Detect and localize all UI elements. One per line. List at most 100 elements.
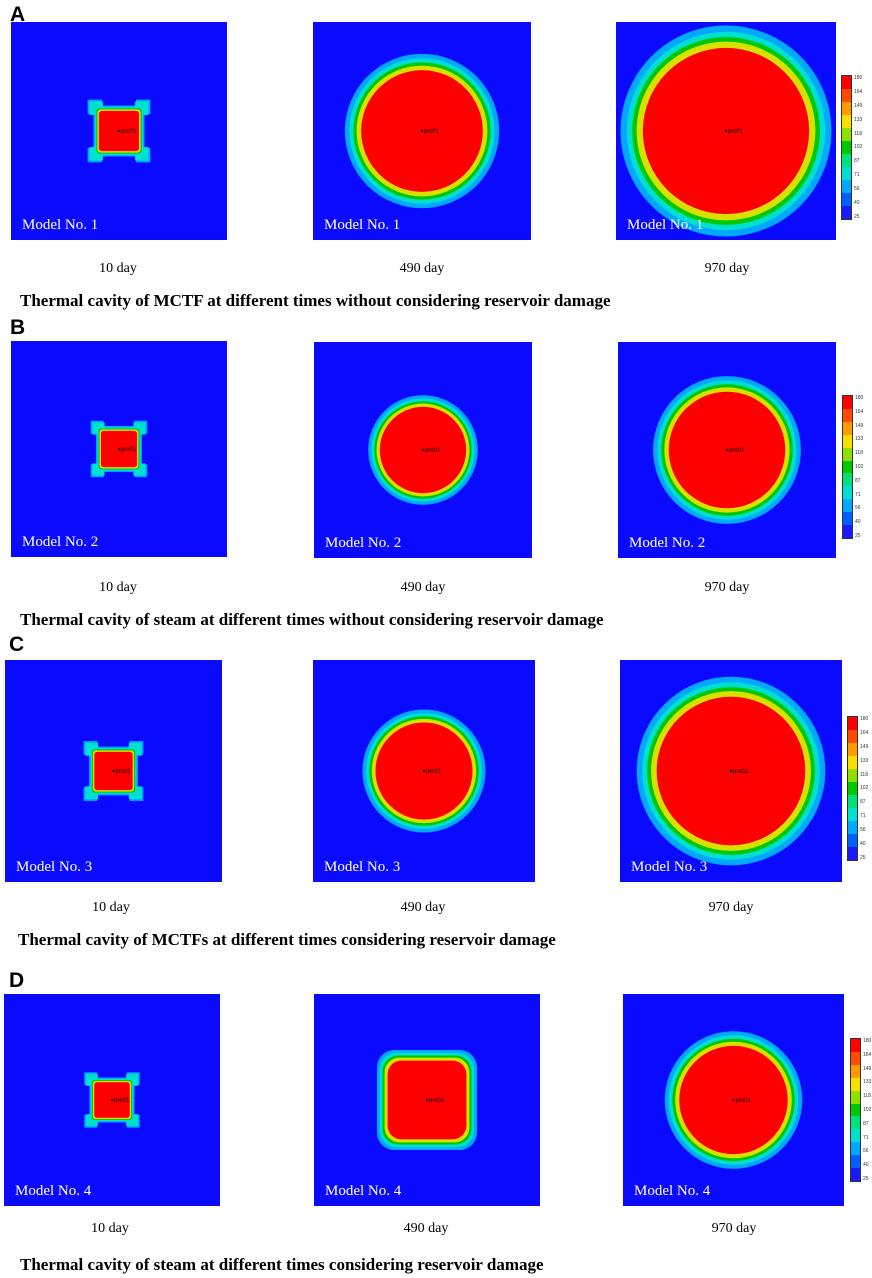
temperature-field-plot: pro01 Model No. 3 <box>313 660 535 882</box>
colorbar-tick-label: 102 <box>854 144 863 151</box>
colorbar-swatch <box>848 730 857 743</box>
temperature-colorbar: 180 164 149 133 118 102 87 71 56 40 25 <box>842 395 872 539</box>
colorbar-swatch <box>843 396 852 409</box>
well-label: pro01 <box>424 129 440 135</box>
colorbar-tick-label: 149 <box>854 102 863 109</box>
colorbar-tick-label: 71 <box>860 813 866 820</box>
model-label: Model No. 2 <box>629 535 706 551</box>
colorbar-tick-label: 87 <box>860 799 866 806</box>
well-marker <box>725 448 729 452</box>
colorbar-swatch <box>842 128 851 141</box>
well-label: pro01 <box>733 769 749 775</box>
model-label: Model No. 1 <box>22 217 99 233</box>
well-marker <box>421 448 425 452</box>
colorbar-tick-label: 118 <box>860 771 868 778</box>
colorbar-tick-label: 40 <box>854 200 860 207</box>
cavity-graphic: pro01 <box>664 1031 803 1169</box>
colorbar-swatch <box>842 141 851 154</box>
colorbar-swatch <box>843 525 852 538</box>
colorbar-tick-label: 164 <box>855 408 864 415</box>
colorbar-tick-label: 180 <box>855 395 864 401</box>
well-label: pro01 <box>736 1098 752 1104</box>
panel-caption: Thermal cavity of steam at different tim… <box>20 610 604 629</box>
time-label: 490 day <box>400 580 446 595</box>
panel-caption: Thermal cavity of MCTF at different time… <box>20 291 611 310</box>
well-marker <box>112 769 115 773</box>
colorbar-swatch <box>843 447 852 461</box>
colorbar-swatch <box>848 769 857 782</box>
well-label: pro01 <box>116 769 132 775</box>
time-label: 970 day <box>711 1221 757 1236</box>
colorbar-tick-label: 118 <box>855 450 863 457</box>
colorbar-tick-label: 87 <box>863 1120 869 1127</box>
cavity-graphic: pro01 <box>344 53 500 209</box>
well-marker <box>732 1098 735 1102</box>
colorbar-tick-label: 118 <box>863 1093 871 1100</box>
colorbar-tick-label: 56 <box>855 505 861 512</box>
colorbar-tick-label: 102 <box>863 1106 872 1113</box>
cavity-graphic: pro01 <box>653 376 801 524</box>
temperature-field-plot: pro01 Model No. 1 <box>616 22 836 240</box>
colorbar-swatch <box>848 756 857 769</box>
colorbar-tick-label: 87 <box>854 158 860 165</box>
colorbar-tick-label: 149 <box>855 422 864 429</box>
colorbar-swatch <box>848 717 857 730</box>
colorbar-swatch <box>848 743 857 756</box>
colorbar-ticks: 180 164 149 133 118 102 87 71 56 40 25 <box>855 395 872 539</box>
model-label: Model No. 1 <box>627 217 704 233</box>
colorbar-swatch <box>843 421 852 435</box>
cavity-graphic: pro01 <box>83 741 144 801</box>
colorbar-tick-label: 164 <box>860 729 869 736</box>
colorbar-swatch <box>848 795 857 808</box>
colorbar-swatch <box>848 847 857 860</box>
colorbar-swatch <box>843 473 852 487</box>
colorbar-tick-label: 149 <box>863 1065 872 1072</box>
colorbar-tick-label: 164 <box>863 1051 872 1058</box>
colorbar-swatches <box>842 395 853 539</box>
colorbar-tick-label: 56 <box>863 1148 869 1155</box>
colorbar-swatch <box>843 512 852 526</box>
model-label: Model No. 4 <box>325 1183 402 1199</box>
panel-letter-d: D <box>9 969 25 992</box>
well-marker <box>724 129 728 133</box>
time-label: 10 day <box>91 1221 129 1236</box>
colorbar-swatch <box>842 206 851 219</box>
colorbar-swatch <box>842 180 851 193</box>
colorbar-tick-label: 40 <box>863 1162 869 1169</box>
colorbar-swatches <box>850 1038 861 1182</box>
colorbar-tick-label: 40 <box>860 841 866 848</box>
temperature-colorbar: 180 164 149 133 118 102 87 71 56 40 25 <box>850 1038 872 1182</box>
model-label: Model No. 4 <box>15 1183 92 1199</box>
cavity-graphic: pro01 <box>84 1072 140 1128</box>
time-label: 490 day <box>403 1221 449 1236</box>
temperature-field-plot: pro01 Model No. 4 <box>623 994 844 1206</box>
model-label: Model No. 1 <box>324 217 401 233</box>
colorbar-swatch <box>843 499 852 513</box>
colorbar-swatch <box>843 408 852 422</box>
well-label: pro01 <box>728 129 744 135</box>
colorbar-tick-label: 133 <box>854 116 863 123</box>
colorbar-tick-label: 133 <box>855 436 864 443</box>
colorbar-tick-label: 102 <box>855 463 864 470</box>
colorbar-swatch <box>851 1064 860 1078</box>
colorbar-tick-label: 25 <box>860 854 866 861</box>
time-label: 970 day <box>704 261 750 276</box>
temperature-field-plot: pro01 Model No. 2 <box>11 341 227 557</box>
colorbar-swatch <box>848 808 857 821</box>
colorbar-tick-label: 56 <box>854 186 860 193</box>
cavity-graphic: pro01 <box>620 25 832 237</box>
colorbar-tick-label: 133 <box>863 1079 872 1086</box>
colorbar-swatch <box>851 1129 860 1143</box>
well-marker <box>420 129 424 133</box>
model-label: Model No. 3 <box>324 859 401 875</box>
time-label: 10 day <box>99 261 137 276</box>
well-marker <box>729 769 733 773</box>
colorbar-tick-label: 164 <box>854 88 863 95</box>
temperature-field-plot: pro01 Model No. 1 <box>11 22 227 240</box>
colorbar-tick-label: 71 <box>854 172 860 179</box>
cavity-graphic: pro01 <box>87 99 151 163</box>
colorbar-swatch <box>842 89 851 102</box>
temperature-field-plot: pro01 Model No. 2 <box>314 342 532 558</box>
colorbar-swatch <box>843 486 852 500</box>
colorbar-swatch <box>848 821 857 834</box>
